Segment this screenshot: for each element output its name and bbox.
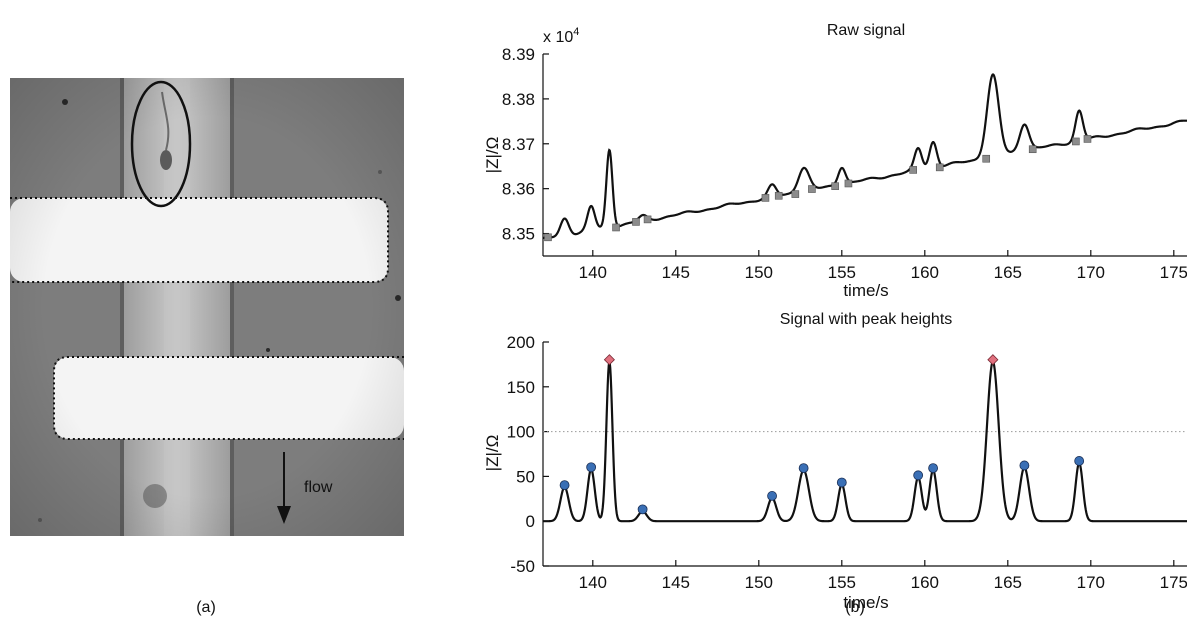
x-tick-label: 160: [911, 573, 939, 592]
baseline-marker: [1028, 145, 1037, 154]
y-axis-title: |Z|/Ω: [483, 435, 502, 472]
chart-title: Signal with peak heights: [780, 311, 953, 328]
x-tick-label: 155: [828, 573, 856, 592]
baseline-marker: [1083, 135, 1092, 143]
peak-marker: [913, 470, 924, 481]
y-axis-title: |Z|/Ω: [483, 137, 502, 174]
y-tick-label: 200: [507, 333, 535, 352]
raw-signal-line: [543, 73, 1187, 240]
baseline-marker: [544, 233, 552, 242]
x-tick-label: 170: [1077, 263, 1105, 282]
baseline-marker: [643, 215, 652, 224]
y-tick-label: 50: [516, 467, 535, 486]
image-vignette: [10, 78, 404, 536]
y-tick-label: 8.36: [502, 180, 535, 199]
peak-marker: [1074, 456, 1085, 466]
peak-marker: [928, 463, 938, 474]
baseline-marker: [982, 154, 991, 163]
chart-title: Raw signal: [827, 22, 905, 39]
baseline-marker: [1072, 137, 1080, 146]
baseline-marker: [632, 218, 640, 226]
x-tick-label: 155: [828, 263, 856, 282]
peak-marker-high: [987, 354, 999, 366]
x-tick-label: 150: [745, 573, 773, 592]
x-tick-label: 140: [579, 573, 607, 592]
peak-marker: [559, 480, 570, 491]
x-axis-title: time/s: [843, 281, 888, 300]
flow-arrow-icon: [277, 452, 291, 524]
baseline-marker: [935, 163, 944, 172]
baseline-marker: [909, 166, 917, 174]
baseline-marker: [831, 182, 839, 190]
y-tick-label: -50: [510, 557, 535, 576]
peak-marker: [767, 491, 777, 501]
peak-signal-line: [543, 358, 1187, 523]
y-tick-label: 0: [526, 512, 535, 531]
x-tick-label: 145: [662, 573, 690, 592]
baseline-marker: [844, 179, 853, 188]
y-tick-label: 8.35: [502, 225, 535, 244]
y-tick-label: 8.37: [502, 135, 535, 154]
x-tick-label: 165: [994, 573, 1022, 592]
baseline-marker: [791, 190, 800, 198]
baseline-marker: [774, 191, 783, 200]
peak-marker: [637, 504, 648, 515]
y-tick-label: 8.39: [502, 45, 535, 64]
x-tick-label: 175: [1160, 263, 1187, 282]
peak-marker: [836, 477, 847, 488]
x-axis-title: time/s: [843, 593, 888, 612]
peak-marker-high: [603, 354, 615, 366]
peak-marker: [586, 462, 597, 473]
baseline-marker: [808, 185, 816, 193]
flow-label: flow: [304, 479, 333, 496]
x-tick-label: 175: [1160, 573, 1187, 592]
microscope-image: flow: [10, 78, 404, 536]
y-tick-label: 100: [507, 423, 535, 442]
y-tick-label: 150: [507, 378, 535, 397]
panel-a-label: (a): [196, 599, 216, 616]
x-tick-label: 160: [911, 263, 939, 282]
peak-heights-chart: Signal with peak heights -50 0 50 100 150 200…: [483, 311, 1187, 612]
baseline-marker: [761, 194, 770, 202]
x-tick-label: 150: [745, 263, 773, 282]
raw-signal-chart: Raw signal x 104 8.35 8.36 8.37 8.38 8.39 14…: [483, 22, 1187, 300]
x-tick-label: 145: [662, 263, 690, 282]
y-scale-factor: x 104: [543, 26, 579, 46]
peak-marker: [798, 463, 809, 474]
x-tick-label: 170: [1077, 573, 1105, 592]
y-tick-label: 8.38: [502, 90, 535, 109]
panel-b-label: (b): [845, 599, 865, 616]
x-tick-label: 140: [579, 263, 607, 282]
baseline-marker: [612, 223, 620, 232]
x-tick-label: 165: [994, 263, 1022, 282]
peak-marker: [1019, 460, 1030, 471]
